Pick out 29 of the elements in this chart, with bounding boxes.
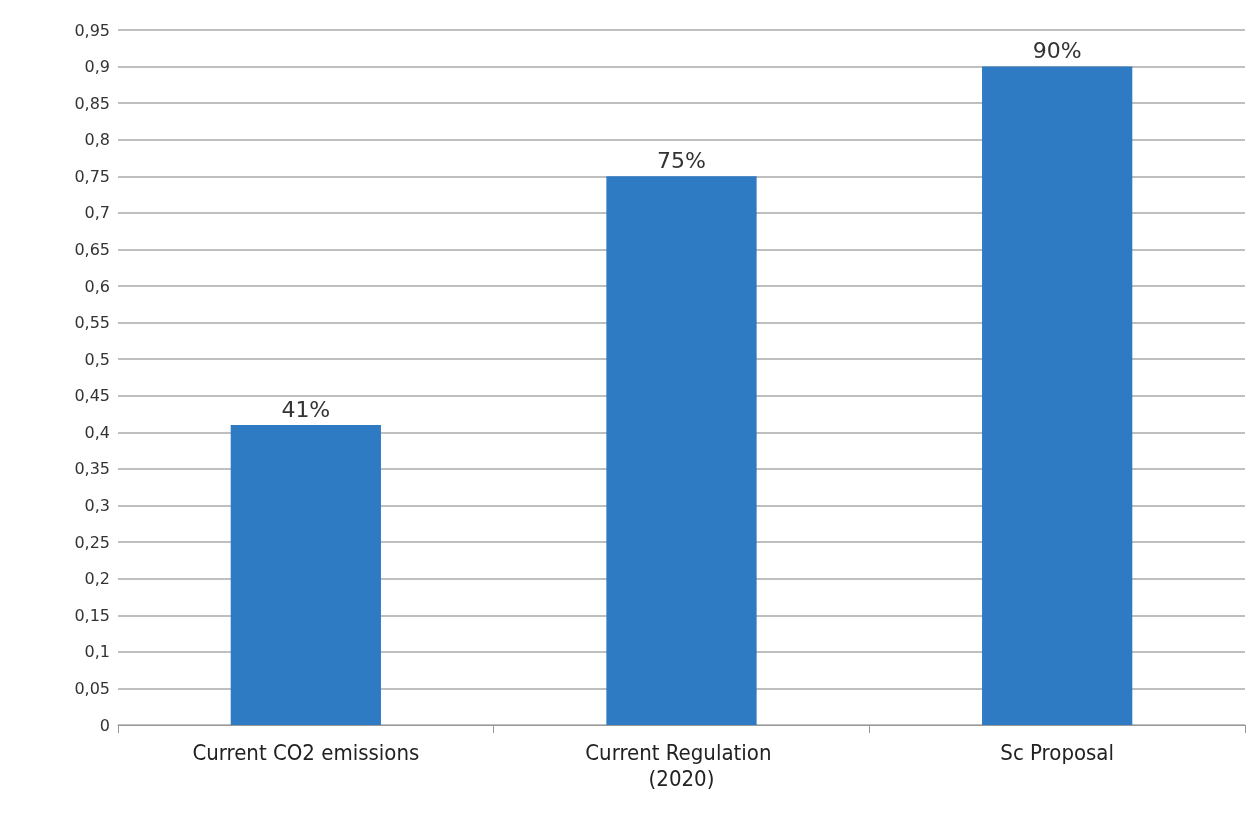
y-tick-label: 0,7	[84, 203, 110, 223]
y-tick-label: 0,05	[74, 678, 110, 698]
y-tick-label: 0	[99, 715, 110, 735]
bar	[230, 425, 381, 725]
y-tick-label: 0,45	[74, 386, 110, 406]
y-tick-label: 0,35	[74, 459, 110, 479]
y-tick-label: 0,9	[84, 57, 110, 77]
x-tick-label: Current Regulation (2020)	[585, 739, 778, 791]
y-tick-label: 0,8	[84, 130, 110, 150]
y-tick-label: 0,85	[74, 93, 110, 113]
data-label: 90%	[1032, 38, 1082, 64]
y-tick-label: 0,95	[74, 20, 110, 40]
data-label: 75%	[657, 147, 706, 173]
bar	[606, 176, 757, 725]
y-tick-label: 0,6	[84, 276, 110, 296]
y-tick-label: 0,25	[74, 532, 110, 552]
y-tick-label: 0,4	[84, 422, 110, 442]
y-tick-label: 0,75	[74, 166, 110, 186]
bar	[982, 66, 1133, 725]
x-tick-label: Sc Proposal	[1000, 739, 1114, 765]
data-label: 41%	[281, 396, 331, 422]
y-tick-label: 0,2	[84, 569, 110, 589]
y-tick-label: 0,5	[84, 349, 110, 369]
y-tick-label: 0,1	[84, 642, 110, 662]
y-tick-label: 0,55	[74, 313, 110, 333]
y-tick-label: 0,3	[84, 496, 110, 516]
x-tick-label: Current CO2 emissions	[192, 739, 420, 765]
y-tick-label: 0,15	[74, 605, 110, 625]
y-tick-label: 0,65	[74, 239, 110, 259]
